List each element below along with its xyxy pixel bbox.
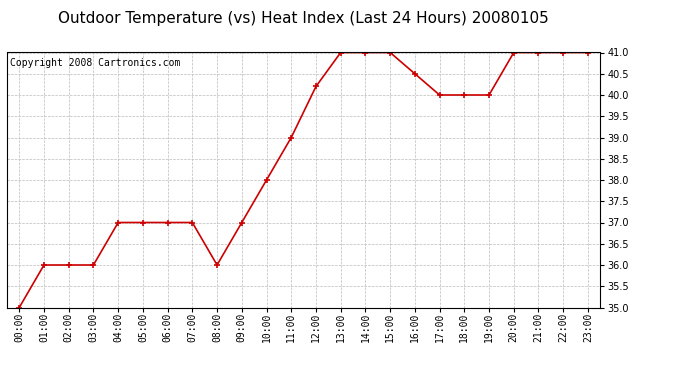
Text: Copyright 2008 Cartronics.com: Copyright 2008 Cartronics.com xyxy=(10,58,180,68)
Text: Outdoor Temperature (vs) Heat Index (Last 24 Hours) 20080105: Outdoor Temperature (vs) Heat Index (Las… xyxy=(58,11,549,26)
